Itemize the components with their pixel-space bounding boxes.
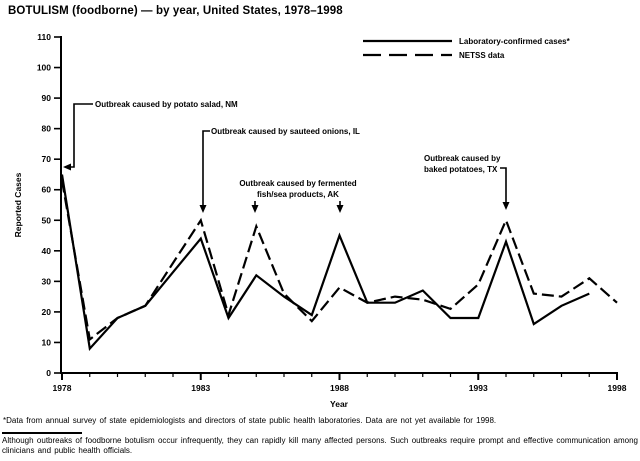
annotation-text: Outbreak caused by sauteed onions, IL [211, 127, 360, 136]
y-tick-label: 40 [42, 246, 52, 256]
y-tick-label: 50 [42, 215, 52, 225]
y-tick-label: 110 [37, 32, 51, 42]
annotation-arrowhead-icon [336, 205, 344, 213]
annotation-connector [500, 167, 507, 203]
y-tick-label: 80 [42, 124, 52, 134]
y-tick-label: 90 [42, 93, 52, 103]
y-tick-label: 100 [37, 63, 51, 73]
footnote-editorial: Although outbreaks of foodborne botulism… [2, 436, 638, 455]
y-axis-title: Reported Cases [13, 172, 23, 237]
chart-title: BOTULISM (foodborne) — by year, United S… [8, 5, 343, 17]
annotation-text: baked potatoes, TX [424, 165, 498, 174]
annotation-text: Outbreak caused by potato salad, NM [95, 100, 238, 109]
x-axis-title: Year [330, 399, 349, 409]
y-tick-label: 0 [46, 368, 51, 378]
annotation-arrowhead-icon [251, 205, 259, 213]
x-tick-label: 1998 [608, 383, 627, 393]
legend: Laboratory-confirmed cases* NETSS data [363, 37, 571, 60]
y-tick-label: 10 [42, 337, 52, 347]
footnote-divider [2, 432, 82, 434]
y-tick-label: 60 [42, 185, 52, 195]
x-tick-label: 1993 [469, 383, 488, 393]
tick-labels: 0 10 20 30 40 50 60 70 80 90 100 110 1978 1983 1988 199… [37, 32, 627, 393]
legend-label: NETSS data [459, 51, 505, 60]
annotation-text: fish/sea products, AK [257, 190, 339, 199]
x-tick-label: 1988 [330, 383, 349, 393]
y-tick-label: 20 [42, 307, 52, 317]
series-lab-confirmed-line [60, 174, 590, 352]
x-tick-label: 1978 [53, 383, 72, 393]
annotation-text: Outbreak caused by fermented [239, 179, 356, 188]
annotation-arrowhead-icon [63, 163, 71, 171]
annotation-arrowhead-icon [502, 202, 510, 210]
annotation-connector [67, 103, 93, 168]
x-tick-label: 1983 [191, 383, 210, 393]
annotation-4: Outbreak caused by baked potatoes, TX [424, 154, 510, 210]
annotation-2: Outbreak caused by sauteed onions, IL [199, 127, 360, 213]
annotation-1: Outbreak caused by potato salad, NM [63, 100, 238, 171]
legend-label: Laboratory-confirmed cases* [459, 37, 571, 46]
series-netss-line [60, 180, 618, 342]
axes [54, 36, 618, 380]
y-tick-label: 30 [42, 276, 52, 286]
annotation-text: Outbreak caused by [424, 154, 501, 163]
annotation-arrowhead-icon [199, 205, 207, 213]
annotation-connector [202, 130, 210, 206]
y-tick-label: 70 [42, 154, 52, 164]
footnote-data-source: *Data from annual survey of state epidem… [3, 416, 497, 425]
annotation-3: Outbreak caused by fermented fish/sea pro… [239, 179, 357, 213]
